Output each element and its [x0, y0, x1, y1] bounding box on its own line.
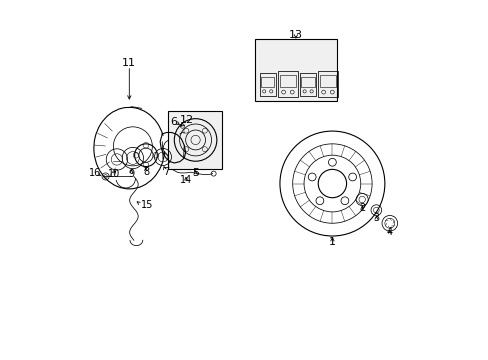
Bar	[301, 77, 314, 87]
Bar	[318, 71, 337, 98]
Text: 10: 10	[108, 169, 120, 179]
Bar	[255, 39, 336, 101]
Bar	[300, 73, 315, 96]
Text: 13: 13	[288, 30, 302, 40]
Bar	[278, 71, 297, 98]
Bar	[261, 77, 274, 87]
Text: 14: 14	[180, 175, 192, 185]
Text: 15: 15	[141, 200, 153, 210]
Text: 5: 5	[192, 168, 199, 178]
Text: 4: 4	[386, 228, 392, 238]
Text: 1: 1	[328, 237, 335, 247]
Text: 11: 11	[122, 58, 136, 68]
Bar	[319, 75, 335, 87]
Text: 2: 2	[358, 203, 365, 213]
Text: 3: 3	[372, 213, 379, 223]
Text: 16: 16	[89, 168, 101, 178]
Bar	[279, 75, 296, 87]
Text: 6: 6	[170, 117, 177, 126]
Bar	[259, 73, 275, 96]
Text: 7: 7	[163, 167, 168, 177]
Text: 8: 8	[142, 167, 149, 177]
Bar	[168, 111, 222, 169]
Text: 12: 12	[180, 116, 194, 125]
Text: 9: 9	[128, 168, 134, 179]
